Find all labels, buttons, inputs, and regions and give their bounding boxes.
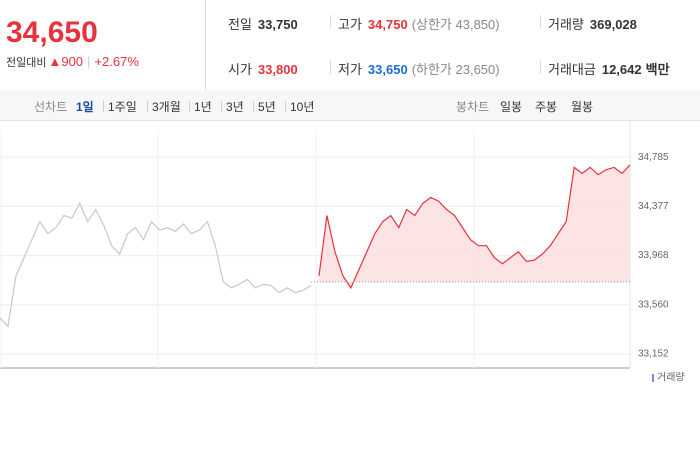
tab-sep: | — [146, 98, 150, 112]
change-pct: +2.67% — [94, 54, 139, 69]
legend-label: 거래량 — [657, 372, 685, 384]
tab[interactable]: 1주일 — [108, 100, 137, 114]
stat: 거래대금 12,642 백만 — [548, 59, 670, 78]
y-tick-label: 33,152 — [638, 349, 669, 360]
stat: 저가 33,650 (하한가 23,650) — [338, 59, 500, 78]
stat-value: 33,800 — [257, 62, 298, 77]
tab[interactable]: 일봉 — [500, 100, 523, 114]
stat-label: 고가 — [338, 17, 362, 32]
stat-note: (하한가 23,650) — [411, 62, 500, 77]
y-tick-label: 33,968 — [638, 250, 669, 261]
stat-label: 거래량 — [548, 17, 584, 32]
change: 전일대비 ▲900 | +2.67% — [6, 54, 139, 69]
separator — [540, 15, 541, 29]
stat-label: 거래대금 — [548, 62, 596, 77]
tab[interactable]: 3개월 — [152, 100, 181, 114]
price-line — [318, 164, 631, 290]
separator — [330, 60, 331, 74]
tab[interactable]: 5년 — [258, 100, 276, 114]
stat-label: 시가 — [228, 62, 252, 77]
legend-swatch — [652, 374, 654, 382]
y-tick-label: 33,560 — [638, 299, 669, 310]
tab-group-label: 봉차트 — [456, 100, 490, 114]
y-tick-label: 34,785 — [638, 152, 669, 163]
stat: 고가 34,750 (상한가 43,850) — [338, 14, 500, 33]
price-box: 34,650 전일대비 ▲900 | +2.67% — [0, 0, 206, 90]
chart: 33,152 33,560 33,968 34,377 34,785 거래량 — [0, 120, 685, 384]
tab[interactable]: 주봉 — [535, 100, 558, 114]
tab-bar: 선차트 1일 1주일 | 3개월 | 1년 | 3년 | 5년 | 10년 | 봉차트 일봉 주봉 월봉 — [0, 90, 700, 121]
stat: 거래량 369,028 — [548, 14, 637, 33]
stat-value: 33,650 — [367, 62, 408, 77]
quote-header: 34,650 전일대비 ▲900 | +2.67% 전일 33,750 고가 34,750(… — [0, 0, 700, 91]
tab-sep: | — [252, 98, 256, 112]
price-line — [0, 202, 312, 328]
y-tick-label: 34,377 — [638, 201, 669, 212]
stat-note: 백만 — [645, 62, 670, 77]
stat-value: 33,750 — [257, 17, 298, 32]
tab-group-label: 선차트 — [34, 100, 68, 114]
stat: 전일 33,750 — [228, 14, 298, 33]
stat-note: (상한가 43,850) — [411, 17, 500, 32]
tab-sep: | — [284, 98, 288, 112]
change-label: 전일대비 — [6, 57, 47, 69]
tab-sep: | — [188, 98, 192, 112]
stat-value: 34,750 — [367, 17, 408, 32]
tab[interactable]: 1년 — [194, 100, 212, 114]
stat: 시가 33,800 — [228, 59, 298, 78]
stat-label: 저가 — [338, 62, 362, 77]
tab[interactable]: 10년 — [290, 100, 315, 114]
tab-sep: | — [220, 98, 224, 112]
stat-label: 전일 — [228, 17, 252, 32]
change-value: ▲900 — [48, 54, 84, 69]
tab-sep: | — [102, 98, 106, 112]
separator — [330, 15, 331, 29]
stat-value: 12,642 — [601, 62, 642, 77]
tab[interactable]: 3년 — [226, 100, 244, 114]
stat-value: 369,028 — [589, 17, 637, 32]
area — [318, 164, 630, 288]
separator — [540, 60, 541, 74]
price: 34,650 — [6, 16, 98, 49]
tab[interactable]: 월봉 — [571, 100, 594, 114]
tab[interactable]: 1일 — [76, 100, 94, 114]
